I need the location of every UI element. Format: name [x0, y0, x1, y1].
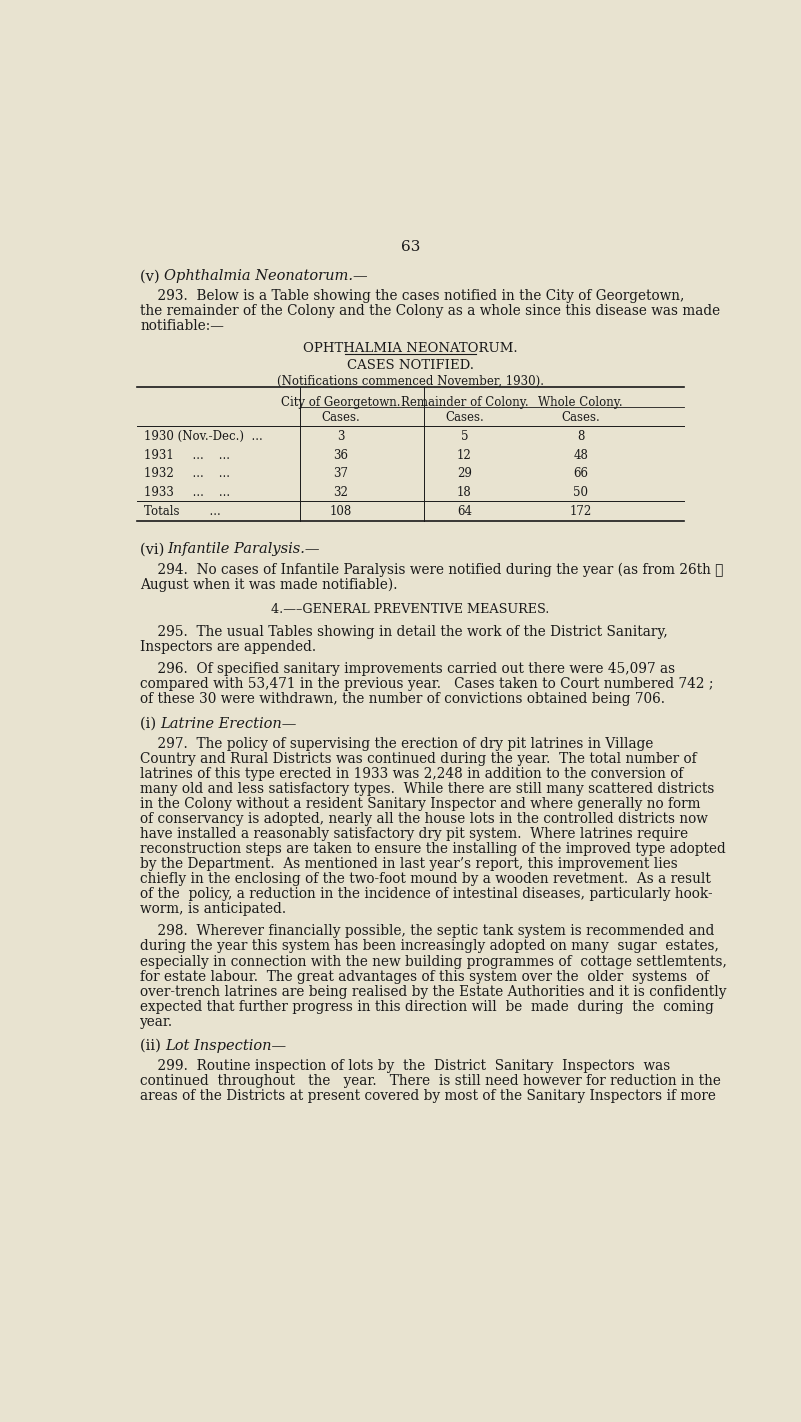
Text: Country and Rural Districts was continued during the year.  The total number of: Country and Rural Districts was continue…: [140, 752, 697, 765]
Text: 294.  No cases of Infantile Paralysis were notified during the year (as from 26t: 294. No cases of Infantile Paralysis wer…: [140, 562, 724, 576]
Text: Latrine Erection—: Latrine Erection—: [160, 717, 296, 731]
Text: 36: 36: [333, 448, 348, 462]
Text: of conservancy is adopted, nearly all the house lots in the controlled districts: of conservancy is adopted, nearly all th…: [140, 812, 708, 826]
Text: 296.  Of specified sanitary improvements carried out there were 45,097 as: 296. Of specified sanitary improvements …: [140, 663, 675, 677]
Text: worm, is anticipated.: worm, is anticipated.: [140, 902, 287, 916]
Text: Cases.: Cases.: [562, 411, 600, 424]
Text: 48: 48: [574, 448, 588, 462]
Text: Lot Inspection—: Lot Inspection—: [165, 1039, 286, 1052]
Text: the remainder of the Colony and the Colony as a whole since this disease was mad: the remainder of the Colony and the Colo…: [140, 304, 721, 319]
Text: Whole Colony.: Whole Colony.: [538, 395, 623, 410]
Text: areas of the Districts at present covered by most of the Sanitary Inspectors if : areas of the Districts at present covere…: [140, 1089, 716, 1103]
Text: 293.  Below is a Table showing the cases notified in the City of Georgetown,: 293. Below is a Table showing the cases …: [140, 289, 685, 303]
Text: 63: 63: [400, 240, 421, 255]
Text: 32: 32: [333, 486, 348, 499]
Text: 37: 37: [333, 468, 348, 481]
Text: of these 30 were withdrawn, the number of convictions obtained being 706.: of these 30 were withdrawn, the number o…: [140, 693, 666, 707]
Text: Totals        ...: Totals ...: [144, 505, 221, 518]
Text: by the Department.  As mentioned in last year’s report, this improvement lies: by the Department. As mentioned in last …: [140, 856, 678, 870]
Text: in the Colony without a resident Sanitary Inspector and where generally no form: in the Colony without a resident Sanitar…: [140, 796, 701, 811]
Text: of the  policy, a reduction in the incidence of intestinal diseases, particularl: of the policy, a reduction in the incide…: [140, 887, 713, 900]
Text: (ii): (ii): [140, 1039, 166, 1052]
Text: Inspectors are appended.: Inspectors are appended.: [140, 640, 316, 654]
Text: compared with 53,471 in the previous year.   Cases taken to Court numbered 742 ;: compared with 53,471 in the previous yea…: [140, 677, 714, 691]
Text: Ophthalmia Neonatorum.—: Ophthalmia Neonatorum.—: [163, 269, 368, 283]
Text: 18: 18: [457, 486, 472, 499]
Text: 108: 108: [329, 505, 352, 518]
Text: 5: 5: [461, 429, 468, 442]
Text: (i): (i): [140, 717, 161, 731]
Text: latrines of this type erected in 1933 was 2,248 in addition to the conversion of: latrines of this type erected in 1933 wa…: [140, 766, 684, 781]
Text: 298.  Wherever financially possible, the septic tank system is recommended and: 298. Wherever financially possible, the …: [140, 924, 714, 939]
Text: Infantile Paralysis.—: Infantile Paralysis.—: [167, 542, 320, 556]
Text: especially in connection with the new building programmes of  cottage settlemten: especially in connection with the new bu…: [140, 954, 727, 968]
Text: 50: 50: [574, 486, 588, 499]
Text: reconstruction steps are taken to ensure the installing of the improved type ado: reconstruction steps are taken to ensure…: [140, 842, 727, 856]
Text: during the year this system has been increasingly adopted on many  sugar  estate: during the year this system has been inc…: [140, 940, 719, 954]
Text: 299.  Routine inspection of lots by  the  District  Sanitary  Inspectors  was: 299. Routine inspection of lots by the D…: [140, 1059, 670, 1072]
Text: notifiable:—: notifiable:—: [140, 320, 224, 333]
Text: 12: 12: [457, 448, 472, 462]
Text: 172: 172: [570, 505, 592, 518]
Text: August when it was made notifiable).: August when it was made notifiable).: [140, 577, 398, 592]
Text: OPHTHALMIA NEONATORUM.: OPHTHALMIA NEONATORUM.: [304, 341, 517, 356]
Text: many old and less satisfactory types.  While there are still many scattered dist: many old and less satisfactory types. Wh…: [140, 782, 714, 796]
Text: City of Georgetown.: City of Georgetown.: [280, 395, 400, 410]
Text: 64: 64: [457, 505, 472, 518]
Text: over-trench latrines are being realised by the Estate Authorities and it is conf: over-trench latrines are being realised …: [140, 984, 727, 998]
Text: have installed a reasonably satisfactory dry pit system.  Where latrines require: have installed a reasonably satisfactory…: [140, 826, 689, 840]
Text: CASES NOTIFIED.: CASES NOTIFIED.: [347, 358, 474, 373]
Text: Cases.: Cases.: [321, 411, 360, 424]
Text: 297.  The policy of supervising the erection of dry pit latrines in Village: 297. The policy of supervising the erect…: [140, 737, 654, 751]
Text: 1931     ...    ...: 1931 ... ...: [144, 448, 231, 462]
Text: 1932     ...    ...: 1932 ... ...: [144, 468, 231, 481]
Text: 295.  The usual Tables showing in detail the work of the District Sanitary,: 295. The usual Tables showing in detail …: [140, 624, 668, 638]
Text: 4.—–GENERAL PREVENTIVE MEASURES.: 4.—–GENERAL PREVENTIVE MEASURES.: [272, 603, 549, 616]
Text: for estate labour.  The great advantages of this system over the  older  systems: for estate labour. The great advantages …: [140, 970, 710, 984]
Text: chiefly in the enclosing of the two-foot mound by a wooden revetment.  As a resu: chiefly in the enclosing of the two-foot…: [140, 872, 711, 886]
Text: continued  throughout   the   year.   There  is still need however for reduction: continued throughout the year. There is …: [140, 1074, 721, 1088]
Text: year.: year.: [140, 1014, 174, 1028]
Text: (v): (v): [140, 269, 165, 283]
Text: 8: 8: [577, 429, 584, 442]
Text: 1930 (Nov.-Dec.)  ...: 1930 (Nov.-Dec.) ...: [144, 429, 263, 442]
Text: 29: 29: [457, 468, 472, 481]
Text: (Notifications commenced November, 1930).: (Notifications commenced November, 1930)…: [277, 374, 544, 387]
Text: (vi): (vi): [140, 542, 170, 556]
Text: Cases.: Cases.: [445, 411, 484, 424]
Text: 3: 3: [336, 429, 344, 442]
Text: 1933     ...    ...: 1933 ... ...: [144, 486, 231, 499]
Text: expected that further progress in this direction will  be  made  during  the  co: expected that further progress in this d…: [140, 1000, 714, 1014]
Text: 66: 66: [574, 468, 588, 481]
Text: Remainder of Colony.: Remainder of Colony.: [400, 395, 528, 410]
